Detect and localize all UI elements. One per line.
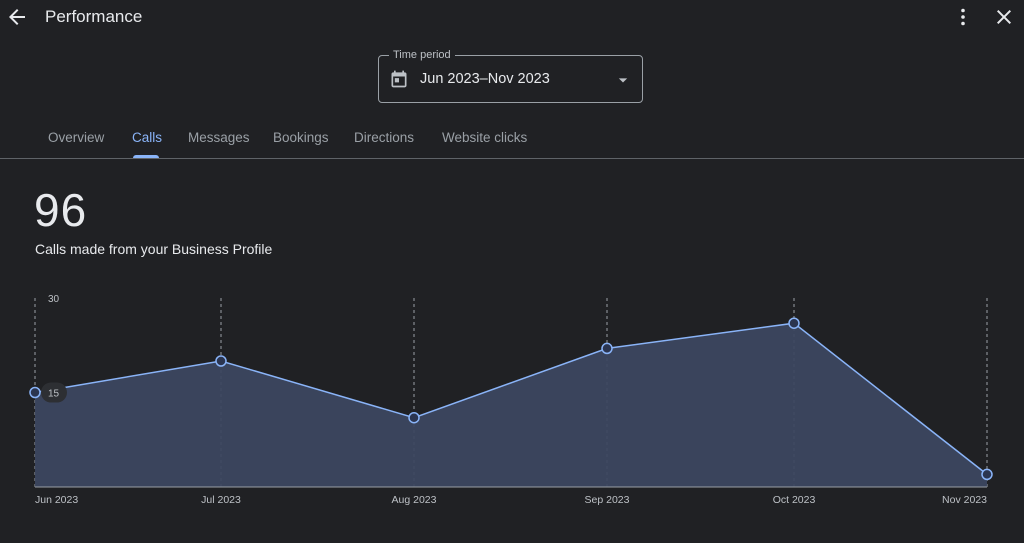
close-icon[interactable] <box>992 5 1016 29</box>
data-point <box>788 317 800 329</box>
x-tick-label: Sep 2023 <box>585 494 630 506</box>
tab-overview[interactable]: Overview <box>48 130 105 145</box>
page-title: Performance <box>45 7 143 26</box>
x-tick-label: Jun 2023 <box>35 494 78 506</box>
tab-directions[interactable]: Directions <box>354 130 415 145</box>
tab-messages[interactable]: Messages <box>188 130 250 145</box>
arrow-back-icon[interactable] <box>5 5 29 29</box>
total-calls-value: 96 <box>34 184 88 236</box>
header: Performance <box>0 0 1024 34</box>
data-point <box>215 355 227 367</box>
x-tick-label: Nov 2023 <box>942 494 987 506</box>
area-fill <box>35 323 987 487</box>
series-line <box>34 322 988 475</box>
data-point <box>601 342 613 355</box>
x-tick-label: Aug 2023 <box>392 494 437 506</box>
time-period-value: Jun 2023–Nov 2023 <box>420 71 550 87</box>
total-calls-description: Calls made from your Business Profile <box>35 241 273 257</box>
tab-website-clicks[interactable]: Website clicks <box>442 130 528 145</box>
more-vert-icon[interactable] <box>951 5 975 29</box>
arrow-drop-down-icon <box>618 78 628 83</box>
y-tick-label: 30 <box>48 294 60 305</box>
x-tick-label: Oct 2023 <box>773 494 816 506</box>
data-point <box>408 411 420 424</box>
data-point <box>981 468 993 481</box>
x-tick-label: Jul 2023 <box>201 494 241 506</box>
y-tick-label: 15 <box>48 389 60 400</box>
active-tab-indicator <box>133 155 159 158</box>
y-tick-badge <box>41 382 67 403</box>
tab-calls[interactable]: Calls <box>132 130 163 145</box>
time-period-select[interactable]: Time period Jun 2023–Nov 2023 <box>378 49 643 103</box>
calls-area-chart: 30 15 Jun 2023 Jul 2023 Aug 2023 Sep 2023 Oct … <box>29 294 993 506</box>
calendar-icon <box>391 70 407 88</box>
data-point <box>29 386 41 399</box>
time-period-label: Time period <box>389 49 455 61</box>
tab-bookings[interactable]: Bookings <box>273 130 329 145</box>
tab-bar: Overview Calls Messages Bookings Directi… <box>0 118 1024 159</box>
